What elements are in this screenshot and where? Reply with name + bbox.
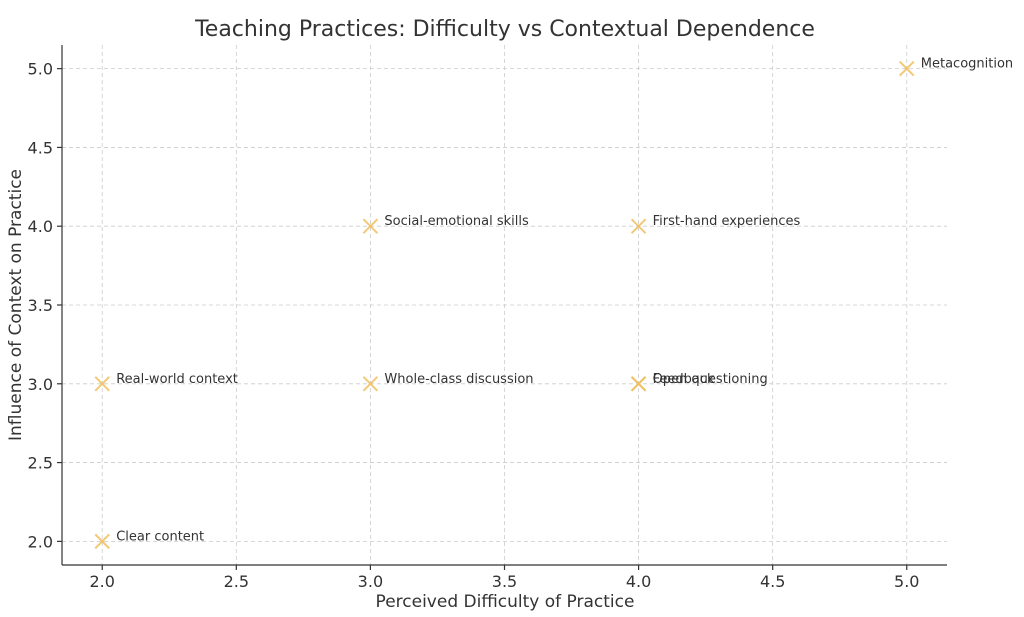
- y-axis-label: Influence of Context on Practice: [6, 169, 26, 441]
- point-label: Social-emotional skills: [384, 214, 529, 229]
- data-points: Clear content Real-world context Whole-cla…: [94, 57, 1013, 550]
- x-marker: [362, 218, 379, 234]
- x-marker: [362, 376, 379, 392]
- point-label: Real-world context: [116, 372, 238, 387]
- x-axis-label: Perceived Difficulty of Practice: [376, 592, 635, 612]
- x-tick-label: 3.5: [492, 572, 517, 591]
- y-tick-label: 4.5: [28, 138, 53, 157]
- data-point: [630, 376, 647, 392]
- point-label: First-hand experiences: [653, 214, 801, 229]
- y-tick-label: 3.5: [28, 296, 53, 315]
- data-point: [899, 60, 915, 77]
- point-label: Feedback: [653, 372, 715, 387]
- x-tick-label: 4.5: [760, 572, 785, 591]
- y-tick-label: 2.0: [28, 532, 53, 551]
- x-tick-label: 2.0: [90, 572, 115, 591]
- point-label: Whole-class discussion: [384, 372, 533, 387]
- data-point: [94, 533, 110, 550]
- grid-lines: [62, 45, 947, 565]
- x-marker: [94, 376, 110, 392]
- point-label: Open questioning: [653, 372, 768, 387]
- x-marker: [899, 60, 915, 77]
- y-tick-label: 5.0: [28, 60, 53, 79]
- y-tick-label: 4.0: [28, 217, 53, 236]
- y-tick-label: 2.5: [28, 454, 53, 473]
- point-label: Clear content: [116, 529, 204, 544]
- x-tick-label: 4.0: [626, 572, 651, 591]
- x-tick-label: 3.0: [358, 572, 383, 591]
- x-marker: [630, 218, 647, 234]
- data-point: [362, 218, 379, 234]
- data-point: [94, 376, 110, 392]
- chart-title: Teaching Practices: Difficulty vs Contex…: [194, 17, 815, 42]
- axis-ticks: 2.0 2.5 3.0 3.5 4.0 4.5 5.0 2.0 2.5 3.0 3.5 4.0 4.5 5…: [28, 60, 920, 591]
- x-marker: [630, 376, 647, 392]
- x-marker: [94, 533, 110, 550]
- y-tick-label: 3.0: [28, 375, 53, 394]
- x-tick-label: 5.0: [894, 572, 919, 591]
- x-tick-label: 2.5: [224, 572, 249, 591]
- data-point: [362, 376, 379, 392]
- point-label: Metacognition: [921, 57, 1013, 72]
- data-point: [630, 218, 647, 234]
